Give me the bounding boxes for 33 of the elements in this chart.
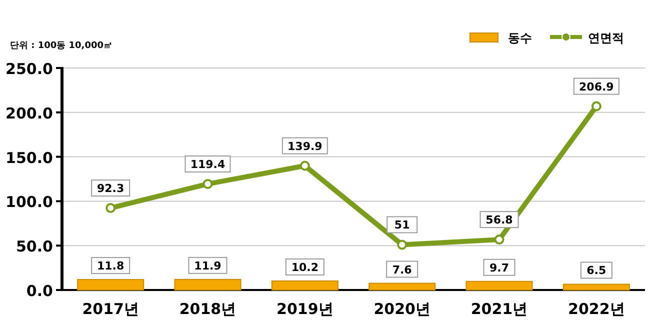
point [494,234,504,245]
y-tick-label: 150.0 [6,148,53,167]
data-label: 6.5 [586,264,606,278]
data-label: 119.4 [190,158,226,171]
data-label: 11.8 [97,260,124,273]
x-tick-label: 2021년 [470,300,528,318]
point [202,178,213,189]
data-label: 7.6 [392,263,412,276]
x-tick-label: 2019년 [276,300,334,318]
y-tick-label: 200.0 [6,104,53,122]
y-tick-label: 250.0 [6,60,53,78]
data-label: 139.9 [288,140,322,153]
text: 단위 : 100동 10,000㎡ [10,41,113,51]
data-label: 9.7 [490,261,509,274]
data-label: 51 [394,218,410,232]
y-tick-label: 100.0 [6,193,53,212]
x-tick-label: 2017년 [82,300,139,318]
point [591,101,602,112]
legend-label: 연면적 [588,31,624,45]
y-tick-label: 50.0 [16,238,53,256]
data-label: 206.9 [579,80,614,94]
legend-label: 동수 [508,31,532,45]
data-label: 11.9 [194,259,222,272]
data-label: 10.2 [291,260,318,274]
x-tick-label: 2020년 [374,300,430,318]
data-label: 56.8 [486,214,513,227]
point [397,240,408,250]
point [300,160,310,171]
x-tick-label: 2022년 [568,300,625,318]
data-label: 92.3 [97,182,124,196]
point [106,203,116,214]
x-tick-label: 2018년 [179,300,236,318]
y-tick-label: 0.0 [26,282,53,300]
